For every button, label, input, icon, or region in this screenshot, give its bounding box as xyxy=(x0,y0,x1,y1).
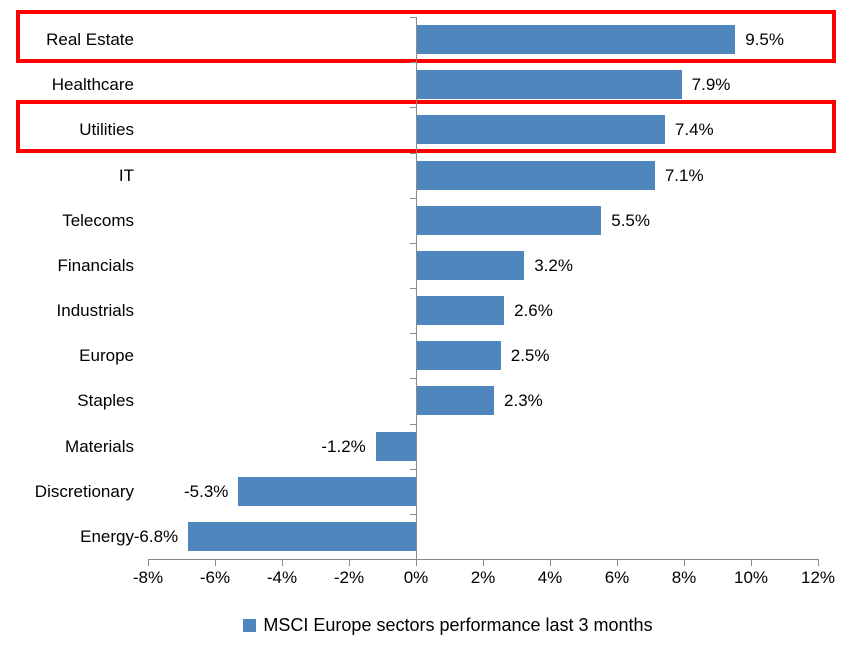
x-axis-tick xyxy=(550,559,551,566)
value-label-it: 7.1% xyxy=(664,165,704,185)
value-label-real-estate: 9.5% xyxy=(745,30,784,49)
value-label-financials: 3.2% xyxy=(534,255,573,275)
category-label-staples: Staples xyxy=(77,391,134,411)
x-axis-tick xyxy=(282,559,283,566)
bar-healthcare xyxy=(417,70,682,100)
y-axis-line xyxy=(416,17,417,559)
y-axis-tick xyxy=(410,107,416,109)
bar-discretionary xyxy=(238,476,416,506)
y-axis-tick xyxy=(410,513,416,515)
x-tick-label-8: 8% xyxy=(671,568,697,587)
y-axis-tick xyxy=(410,197,416,199)
x-axis-tick xyxy=(617,559,618,566)
x-tick-label-6: 6% xyxy=(604,568,630,587)
x-tick-label--8: -8% xyxy=(132,568,164,587)
bar-materials xyxy=(375,431,416,461)
value-label-discretionary: -5.3% xyxy=(184,481,229,501)
x-axis-tick xyxy=(349,559,350,566)
x-axis-tick xyxy=(684,559,685,566)
bar-europe xyxy=(417,341,501,371)
bar-energy xyxy=(188,521,416,551)
category-label-utilities: Utilities xyxy=(79,120,134,140)
highlight-box-real-estate xyxy=(16,10,836,64)
value-label-telecoms: 5.5% xyxy=(611,210,650,230)
value-label-industrials: 2.6% xyxy=(514,301,553,320)
x-tick-label-2: 2% xyxy=(470,568,496,587)
y-axis-tick xyxy=(410,62,416,64)
y-axis-tick xyxy=(410,242,416,244)
y-axis-tick xyxy=(410,288,416,289)
y-axis-tick xyxy=(410,152,416,154)
legend-swatch-icon xyxy=(243,618,257,632)
y-axis-tick xyxy=(410,378,416,380)
category-label-financials: Financials xyxy=(57,255,134,275)
legend: MSCI Europe sectors performance last 3 m… xyxy=(22,613,852,637)
highlight-box-utilities xyxy=(16,100,836,154)
y-axis-tick xyxy=(410,468,416,470)
x-axis-tick xyxy=(751,559,752,566)
category-label-real-estate: Real Estate xyxy=(46,30,134,49)
bar-real-estate xyxy=(417,25,736,55)
x-axis-tick xyxy=(148,559,149,566)
value-label-staples: 2.3% xyxy=(504,391,543,411)
category-label-discretionary: Discretionary xyxy=(34,481,134,501)
bar-staples xyxy=(417,386,495,416)
bar-industrials xyxy=(417,296,505,326)
y-axis-tick xyxy=(410,333,416,335)
x-axis-tick xyxy=(215,559,216,566)
value-label-europe: 2.5% xyxy=(510,346,550,366)
x-tick-label-10: 10% xyxy=(733,568,769,587)
bar-it xyxy=(417,160,655,190)
y-axis-tick xyxy=(410,423,416,425)
value-label-healthcare: 7.9% xyxy=(691,75,731,95)
category-label-materials: Materials xyxy=(65,436,134,456)
bar-financials xyxy=(417,250,525,280)
x-axis-tick xyxy=(483,559,484,566)
category-label-energy: Energy xyxy=(80,526,134,546)
x-tick-label-12: 12% xyxy=(800,568,836,587)
bar-telecoms xyxy=(417,205,602,235)
category-label-europe: Europe xyxy=(79,346,134,366)
category-label-telecoms: Telecoms xyxy=(62,210,134,230)
y-axis-tick xyxy=(410,17,416,18)
legend-label: MSCI Europe sectors performance last 3 m… xyxy=(263,614,653,635)
x-tick-label--6: -6% xyxy=(199,568,231,587)
x-axis-tick xyxy=(818,559,819,566)
x-axis-tick xyxy=(416,559,417,566)
value-label-energy: -6.8% xyxy=(133,526,179,546)
x-tick-label--2: -2% xyxy=(333,568,365,587)
category-label-industrials: Industrials xyxy=(56,301,134,320)
value-label-materials: -1.2% xyxy=(321,436,366,456)
bar-utilities xyxy=(417,115,665,145)
category-label-healthcare: Healthcare xyxy=(51,75,134,95)
x-tick-label--4: -4% xyxy=(266,568,298,587)
x-tick-label-0: 0% xyxy=(403,568,429,587)
category-label-it: IT xyxy=(118,165,134,185)
value-label-utilities: 7.4% xyxy=(674,120,714,140)
x-tick-label-4: 4% xyxy=(537,568,563,587)
